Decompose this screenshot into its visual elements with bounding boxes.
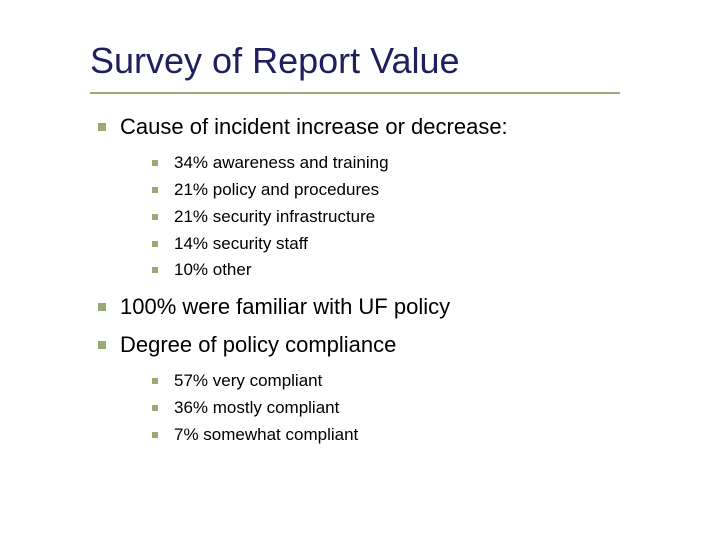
bullet-text: 100% were familiar with UF policy [120,294,450,319]
bullet-list-level1: Cause of incident increase or decrease: … [90,112,720,447]
list-item: 34% awareness and training [146,152,720,175]
list-item: Cause of incident increase or decrease: … [90,112,720,282]
bullet-text: 10% other [174,260,252,279]
bullet-text: 21% policy and procedures [174,180,379,199]
list-item: 10% other [146,259,720,282]
list-item: Degree of policy compliance 57% very com… [90,330,720,447]
bullet-text: Cause of incident increase or decrease: [120,114,508,139]
list-item: 14% security staff [146,233,720,256]
list-item: 21% policy and procedures [146,179,720,202]
bullet-text: 21% security infrastructure [174,207,375,226]
list-item: 7% somewhat compliant [146,424,720,447]
bullet-text: 36% mostly compliant [174,398,339,417]
bullet-text: 14% security staff [174,234,308,253]
slide-title: Survey of Report Value [90,40,720,82]
list-item: 36% mostly compliant [146,397,720,420]
list-item: 57% very compliant [146,370,720,393]
bullet-list-level2: 57% very compliant 36% mostly compliant … [120,370,720,447]
bullet-text: 7% somewhat compliant [174,425,358,444]
bullet-text: 57% very compliant [174,371,322,390]
bullet-list-level2: 34% awareness and training 21% policy an… [120,152,720,283]
list-item: 21% security infrastructure [146,206,720,229]
slide-container: Survey of Report Value Cause of incident… [0,0,720,447]
bullet-text: Degree of policy compliance [120,332,396,357]
title-underline [90,92,620,94]
bullet-text: 34% awareness and training [174,153,389,172]
list-item: 100% were familiar with UF policy [90,292,720,322]
